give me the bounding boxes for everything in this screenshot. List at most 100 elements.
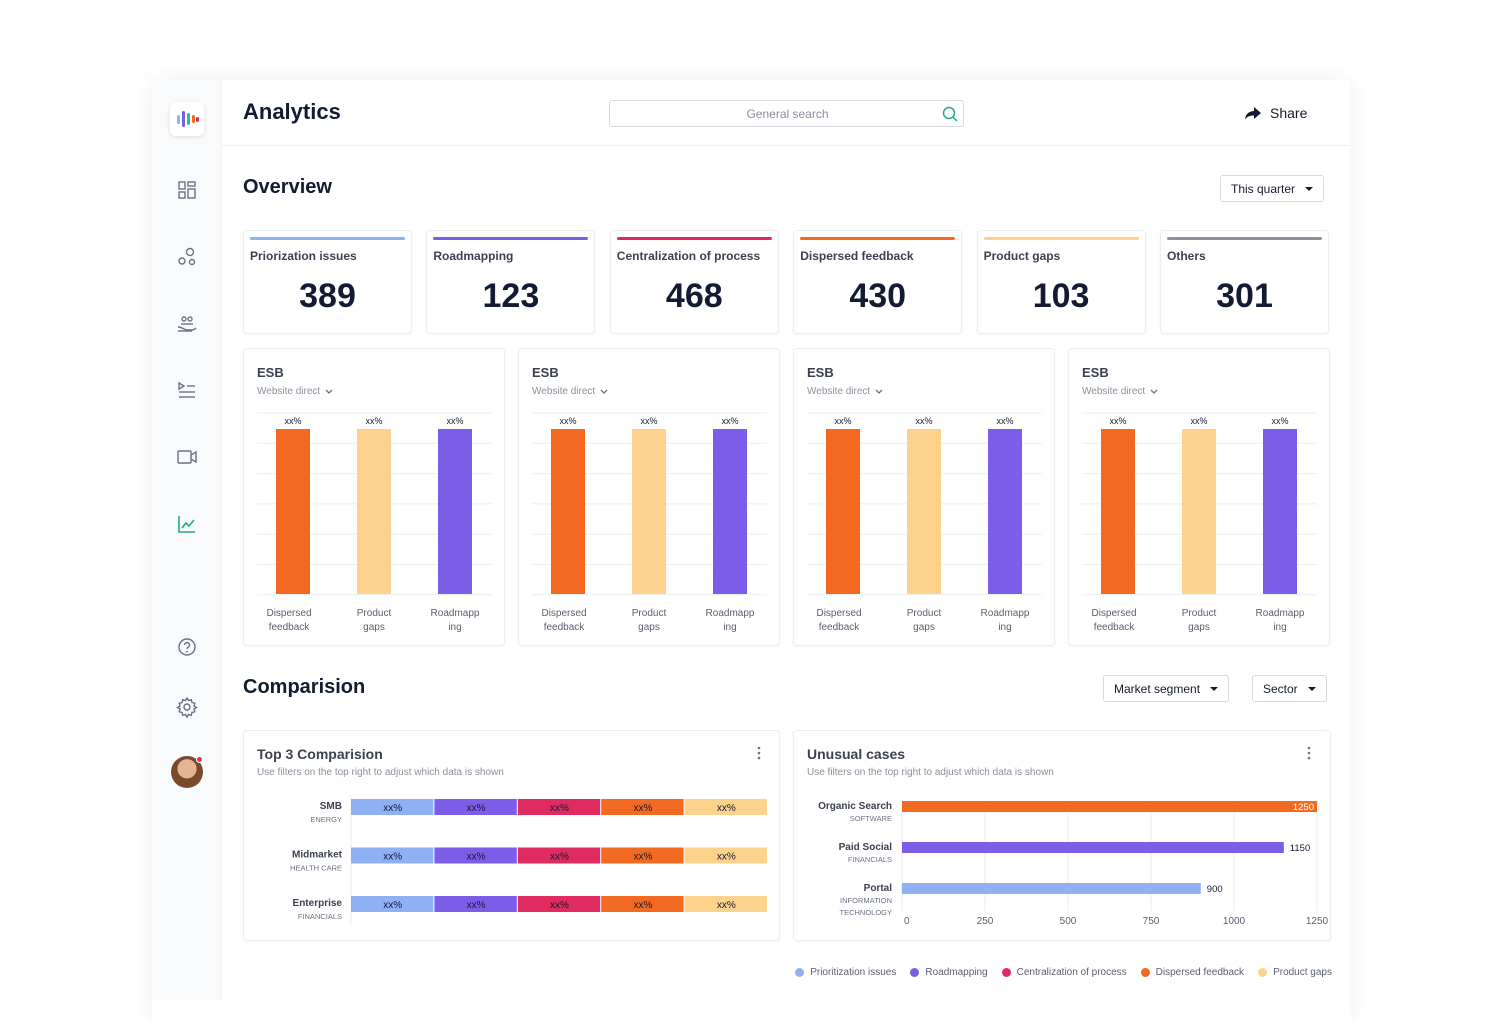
notification-dot — [196, 756, 203, 763]
unusual-subtitle: Use filters on the top right to adjust w… — [807, 767, 1054, 778]
bar-value-label: xx% — [640, 416, 657, 426]
channel-dropdown[interactable]: Website direct — [1082, 386, 1159, 397]
sector-label: Sector — [1263, 681, 1298, 696]
market-segment-dropdown[interactable]: Market segment — [1103, 675, 1230, 702]
stacked-segment — [351, 847, 434, 864]
bar-category-label: Product — [1182, 608, 1217, 619]
legend-item: Centralization of process — [1001, 967, 1127, 978]
esb-bar-chart: xx% Dispersed feedback xx% Product gaps xx% Roa… — [1082, 412, 1317, 633]
help-icon[interactable] — [175, 635, 199, 659]
category-sector-label: SOFTWARE — [850, 814, 892, 823]
hand-users-icon[interactable] — [175, 312, 199, 336]
app-logo[interactable] — [170, 102, 204, 136]
legend-label: Roadmapping — [925, 967, 988, 978]
esb-bar — [1182, 429, 1216, 594]
row-name-label: Midmarket — [292, 850, 343, 861]
list-play-icon[interactable] — [175, 378, 199, 402]
stat-value: 430 — [849, 277, 907, 315]
search-placeholder: General search — [746, 107, 829, 121]
channel-dropdown[interactable]: Website direct — [807, 386, 884, 397]
search-icon[interactable] — [941, 105, 959, 123]
bar-value-label: xx% — [284, 416, 301, 426]
chevron-down-icon — [600, 389, 608, 394]
stacked-segment — [684, 799, 767, 815]
bar-category-label: feedback — [1094, 622, 1136, 633]
bar-category-label: Roadmapp — [431, 608, 480, 619]
chevron-down-icon — [1150, 389, 1158, 394]
segment-value-label: xx% — [550, 852, 569, 863]
workflow-icon[interactable] — [175, 245, 199, 269]
stat-label: Others — [1167, 249, 1206, 263]
channel-label: Website direct — [807, 386, 871, 397]
stat-label: Priorization issues — [250, 249, 357, 263]
esb-bar — [713, 429, 747, 594]
stacked-segment — [601, 896, 684, 912]
row-sector-label: ENERGY — [310, 815, 342, 824]
settings-icon[interactable] — [175, 695, 199, 719]
dashboard-icon[interactable] — [175, 178, 199, 202]
category-name-label: Paid Social — [839, 842, 893, 853]
x-tick-label: 1250 — [1306, 916, 1329, 927]
bar-category-label: Dispersed — [816, 608, 861, 619]
top3-comparison-panel: Top 3 Comparision Use filters on the top… — [243, 730, 780, 941]
stat-color-bar — [250, 237, 405, 240]
line-chart-icon[interactable] — [175, 512, 199, 536]
stat-value: 301 — [1216, 277, 1273, 315]
page-title: Analytics — [243, 99, 341, 124]
bar-category-label: gaps — [913, 622, 935, 633]
stat-card[interactable]: Centralization of process 468 — [609, 230, 779, 334]
period-dropdown[interactable]: This quarter — [1220, 175, 1325, 202]
esb-bar-chart: xx% Dispersed feedback xx% Product gaps xx% Roa… — [532, 412, 767, 633]
channel-dropdown[interactable]: Website direct — [257, 386, 334, 397]
bar-category-label: feedback — [544, 622, 586, 633]
logo-icon — [177, 111, 199, 127]
stacked-segment — [434, 896, 517, 912]
esb-bar — [1263, 429, 1297, 594]
stat-color-bar — [800, 237, 956, 240]
segment-value-label: xx% — [717, 852, 736, 863]
sidebar — [152, 80, 222, 1000]
chevron-down-icon — [875, 389, 883, 394]
comparison-title: Comparision — [243, 676, 366, 698]
stat-label: Product gaps — [983, 249, 1061, 263]
stat-color-bar — [983, 237, 1139, 240]
bar-category-label: Product — [632, 608, 667, 619]
segment-value-label: xx% — [467, 852, 486, 863]
esb-card: ESB Website direct xx% Dispersed feedback xx%… — [793, 348, 1055, 646]
stat-card[interactable]: Priorization issues 389 — [243, 230, 412, 334]
legend-dot — [1140, 968, 1150, 977]
legend-label: Prioritization issues — [810, 967, 897, 978]
segment-value-label: xx% — [633, 803, 652, 814]
stat-card[interactable]: Product gaps 103 — [976, 230, 1146, 334]
esb-bar — [1101, 429, 1135, 594]
stacked-segment — [517, 799, 601, 815]
stacked-segment — [684, 896, 767, 912]
caret-down-icon — [1210, 686, 1219, 691]
bar-category-label: ing — [998, 622, 1011, 633]
segment-value-label: xx% — [383, 852, 402, 863]
bar-data-label: 1250 — [1293, 802, 1314, 813]
legend-label: Centralization of process — [1016, 967, 1127, 978]
channel-label: Website direct — [257, 386, 321, 397]
stacked-segment — [517, 847, 601, 864]
bar-value-label: xx% — [446, 416, 463, 426]
segment-value-label: xx% — [467, 803, 486, 814]
share-button[interactable]: Share — [1244, 102, 1307, 124]
bar-value-label: xx% — [996, 416, 1013, 426]
channel-dropdown[interactable]: Website direct — [532, 386, 609, 397]
legend-item: Product gaps — [1258, 967, 1332, 978]
stat-card[interactable]: Roadmapping 123 — [426, 230, 596, 334]
more-options-icon[interactable] — [756, 745, 762, 761]
unusual-bar — [902, 801, 1317, 812]
esb-bar-chart: xx% Dispersed feedback xx% Product gaps xx% Roa… — [257, 412, 492, 633]
video-camera-icon[interactable] — [175, 445, 199, 469]
segment-value-label: xx% — [717, 900, 736, 911]
stat-card[interactable]: Dispersed feedback 430 — [793, 230, 963, 334]
segment-value-label: xx% — [383, 900, 402, 911]
more-options-icon[interactable] — [1306, 745, 1312, 761]
search-input[interactable]: General search — [609, 100, 964, 127]
bar-category-label: Dispersed — [266, 608, 311, 619]
stat-card[interactable]: Others 301 — [1160, 230, 1329, 334]
sector-dropdown[interactable]: Sector — [1252, 675, 1327, 702]
esb-card: ESB Website direct xx% Dispersed feedback xx%… — [518, 348, 780, 646]
